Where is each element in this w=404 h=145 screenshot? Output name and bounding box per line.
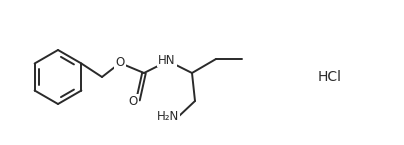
Text: H₂N: H₂N	[157, 110, 179, 124]
Text: HCl: HCl	[318, 70, 342, 84]
Text: O: O	[128, 95, 138, 108]
Text: HN: HN	[158, 54, 176, 67]
Text: O: O	[116, 56, 124, 69]
